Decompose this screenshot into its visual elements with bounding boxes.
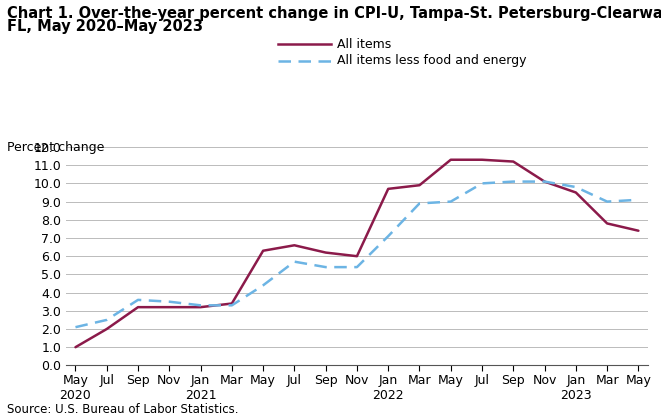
Text: FL, May 2020–May 2023: FL, May 2020–May 2023 <box>7 19 203 34</box>
Text: Chart 1. Over-the-year percent change in CPI-U, Tampa-St. Petersburg-Clearwater,: Chart 1. Over-the-year percent change in… <box>7 6 661 21</box>
Text: Percent change: Percent change <box>7 141 104 153</box>
Text: Source: U.S. Bureau of Labor Statistics.: Source: U.S. Bureau of Labor Statistics. <box>7 403 238 416</box>
Text: All items less food and energy: All items less food and energy <box>337 55 527 67</box>
Text: All items: All items <box>337 38 391 50</box>
